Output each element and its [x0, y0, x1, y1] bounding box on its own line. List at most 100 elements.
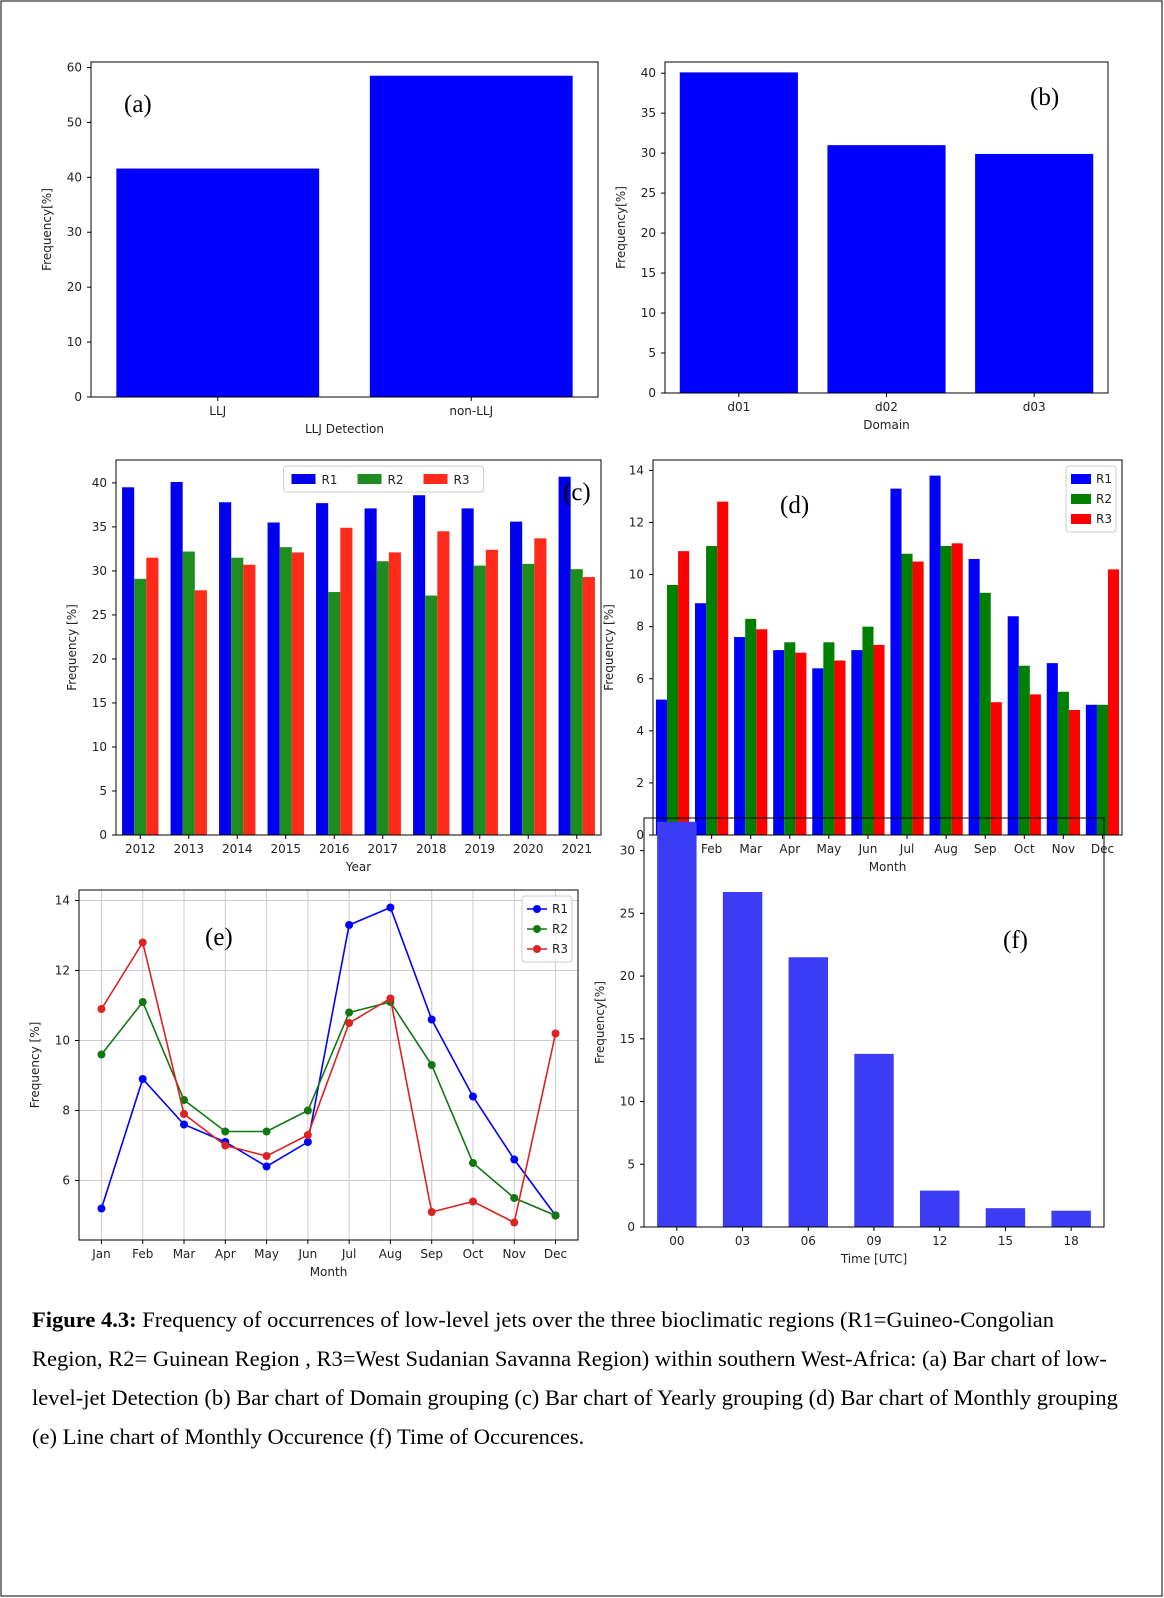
x-tick-label: d01 [727, 400, 750, 414]
bar [268, 523, 280, 836]
x-tick-label: 09 [866, 1234, 881, 1248]
x-tick-label: Jul [899, 842, 914, 856]
x-tick-label: 2014 [222, 842, 253, 856]
y-tick-label: 0 [99, 828, 107, 842]
y-axis-label: Frequency[%] [40, 188, 54, 271]
x-tick-label: 2015 [270, 842, 301, 856]
x-tick-label: Nov [503, 1247, 526, 1261]
legend-swatch [358, 474, 382, 484]
x-tick-label: 12 [932, 1234, 947, 1248]
bar [328, 592, 340, 835]
point [345, 1009, 353, 1017]
y-tick-label: 14 [55, 894, 70, 908]
point [304, 1138, 312, 1146]
y-tick-label: 10 [629, 568, 644, 582]
x-tick-label: 2018 [416, 842, 447, 856]
legend-label: R1 [552, 902, 568, 916]
bar [851, 650, 862, 835]
panel-label: (d) [780, 492, 809, 519]
x-tick-label: Jul [341, 1247, 356, 1261]
point [345, 1019, 353, 1027]
x-tick-label: 2016 [319, 842, 350, 856]
bar [340, 528, 352, 835]
y-tick-label: 10 [67, 335, 82, 349]
y-tick-label: 35 [92, 520, 107, 534]
x-tick-label: 2013 [173, 842, 204, 856]
bar [695, 603, 706, 835]
bar [1030, 694, 1041, 835]
page: 0102030405060LLJnon-LLJLLJ DetectionFreq… [0, 0, 1164, 1598]
y-tick-label: 4 [636, 724, 644, 738]
point [469, 1093, 477, 1101]
bar [795, 653, 806, 835]
bar [116, 169, 319, 397]
bar [559, 477, 571, 835]
x-tick-label: 18 [1064, 1234, 1079, 1248]
bar [292, 552, 304, 835]
y-tick-label: 12 [629, 516, 644, 530]
point [139, 998, 147, 1006]
x-tick-label: 2017 [367, 842, 398, 856]
bar [902, 554, 913, 835]
x-tick-label: non-LLJ [449, 404, 493, 418]
x-tick-label: 03 [735, 1234, 750, 1248]
x-tick-label: Jun [297, 1247, 317, 1261]
x-tick-label: 00 [669, 1234, 684, 1248]
bar [986, 1208, 1025, 1227]
point [469, 1159, 477, 1167]
bar [122, 487, 134, 835]
y-tick-label: 40 [641, 66, 656, 80]
y-axis-label: Frequency [%] [65, 604, 79, 691]
point [97, 1005, 105, 1013]
bar [316, 503, 328, 835]
bar [827, 145, 945, 393]
bar [1051, 1211, 1090, 1227]
point [221, 1128, 229, 1136]
bar [425, 596, 437, 835]
bar [1086, 705, 1097, 835]
point [552, 1030, 560, 1038]
x-tick-label: Mar [173, 1247, 196, 1261]
panel-label: (a) [124, 91, 152, 118]
y-tick-label: 35 [641, 106, 656, 120]
x-tick-label: Aug [934, 842, 957, 856]
bar [734, 637, 745, 835]
bar [1047, 663, 1058, 835]
bar [745, 619, 756, 835]
bar [913, 562, 924, 835]
point [304, 1107, 312, 1115]
legend-label: R2 [388, 473, 404, 487]
bar [854, 1054, 893, 1227]
x-tick-label: Sep [974, 842, 997, 856]
x-axis-label: Year [345, 860, 371, 874]
y-tick-label: 50 [67, 115, 82, 129]
x-tick-label: 2021 [561, 842, 592, 856]
bar [522, 564, 534, 835]
legend-swatch [1071, 494, 1091, 504]
x-axis-label: Time [UTC] [840, 1252, 907, 1266]
bar [975, 154, 1093, 393]
y-tick-label: 0 [627, 1220, 635, 1234]
bar [437, 531, 449, 835]
y-tick-label: 5 [648, 346, 656, 360]
y-tick-label: 60 [67, 60, 82, 74]
bar [920, 1191, 959, 1227]
bar [243, 565, 255, 835]
legend-swatch [1071, 514, 1091, 524]
legend-swatch [533, 905, 541, 913]
bar [789, 957, 828, 1227]
bar [1008, 616, 1019, 835]
point [552, 1212, 560, 1220]
y-tick-label: 15 [641, 266, 656, 280]
y-tick-label: 12 [55, 964, 70, 978]
x-tick-label: Aug [379, 1247, 402, 1261]
y-tick-label: 20 [641, 226, 656, 240]
bar [678, 551, 689, 835]
bar [146, 558, 158, 835]
x-tick-label: Dec [1091, 842, 1114, 856]
x-tick-label: Jan [91, 1247, 111, 1261]
point [469, 1198, 477, 1206]
x-tick-label: Jun [858, 842, 878, 856]
y-axis-label: Frequency [%] [602, 604, 616, 691]
y-tick-label: 10 [55, 1034, 70, 1048]
